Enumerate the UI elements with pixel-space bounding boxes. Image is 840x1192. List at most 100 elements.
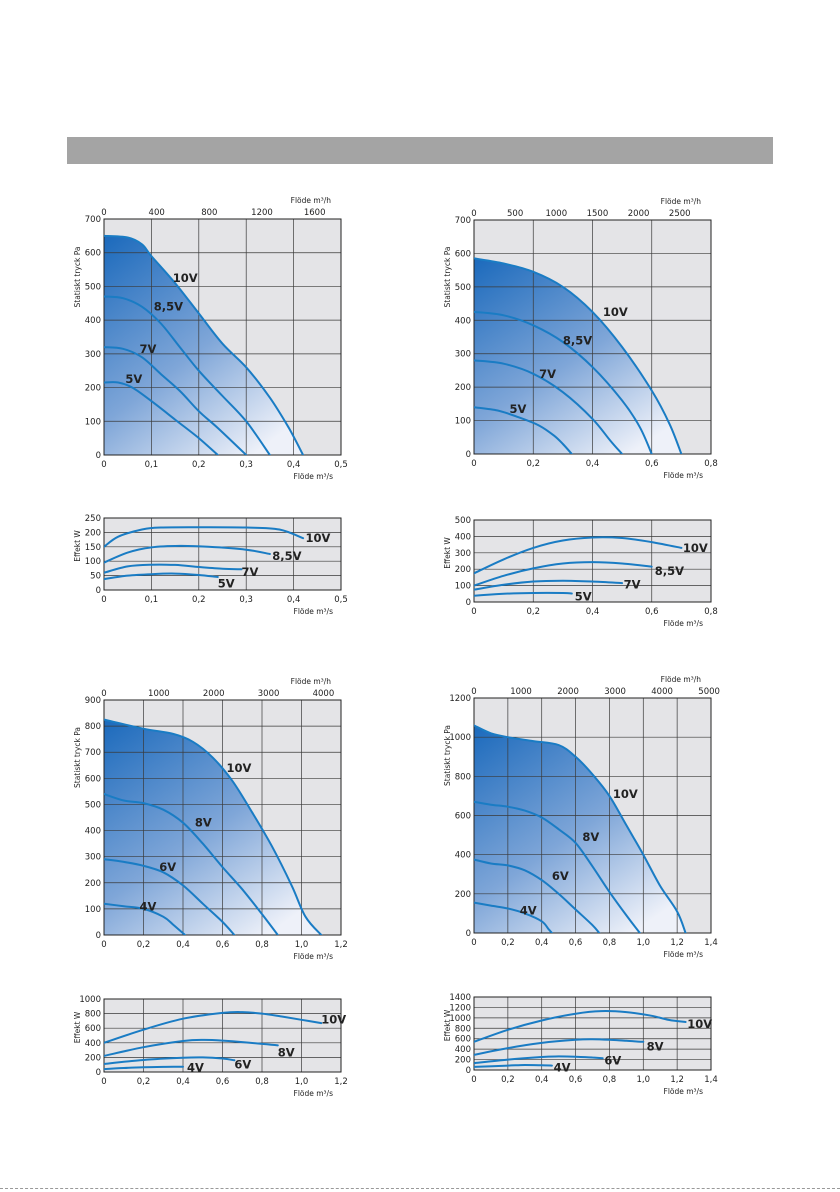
curve-6V xyxy=(474,1055,604,1065)
curve-label-10V: 10V xyxy=(173,271,198,285)
y-tick-label: 100 xyxy=(455,417,471,427)
curve-7V xyxy=(104,346,248,455)
top-tick-label: 2000 xyxy=(628,209,650,219)
top-tick-label: 1000 xyxy=(545,209,567,219)
y-tick-label: 700 xyxy=(85,215,101,225)
x-tick-label: 0,2 xyxy=(501,938,515,948)
top-tick-label: 1000 xyxy=(148,689,170,699)
x-tick-label: 0,5 xyxy=(334,460,348,470)
curve-label-4V: 4V xyxy=(520,903,537,917)
curve-10V xyxy=(474,257,683,454)
x-tick-label: 0,2 xyxy=(192,460,206,470)
y-tick-label: 800 xyxy=(85,722,101,732)
plot-frame xyxy=(103,998,342,1073)
curve-label-10V: 10V xyxy=(687,1017,712,1031)
y-tick-label: 400 xyxy=(85,316,101,326)
fan-1-pressure-chart: 10V 8,5V 7V 5V 0 0,1 0,2 0,3 0,4 0,5 0 100 200 300 400… xyxy=(73,196,348,481)
x-tick-label: 0,1 xyxy=(145,460,159,470)
x-tick-label: 0 xyxy=(471,1075,476,1085)
curve-5V xyxy=(104,381,219,455)
curve-label-4V: 4V xyxy=(554,1060,571,1074)
curve-label-8V: 8V xyxy=(582,830,599,844)
x-tick-label: 0,2 xyxy=(192,595,206,605)
y-axis-title: Statiskt tryck Pa xyxy=(73,247,82,308)
x-tick-label: 0,6 xyxy=(216,1077,230,1087)
curve-6V xyxy=(104,858,236,935)
x-tick-label: 1,0 xyxy=(295,940,309,950)
y-tick-label: 200 xyxy=(85,879,101,889)
y-tick-label: 500 xyxy=(455,516,471,526)
top-axis-title: Flöde m³/h xyxy=(291,677,332,686)
x-tick-label: 0 xyxy=(101,595,106,605)
y-tick-label: 700 xyxy=(455,216,471,226)
y-tick-label: 800 xyxy=(455,772,471,782)
plot-frame xyxy=(103,699,342,936)
curve-label-7V: 7V xyxy=(241,565,258,579)
top-axis-title: Flöde m³/h xyxy=(661,197,702,206)
y-tick-label: 400 xyxy=(455,316,471,326)
curve-label-7V: 7V xyxy=(140,342,157,356)
x-tick-label: 0,3 xyxy=(239,595,253,605)
x-tick-label: 0,8 xyxy=(255,1077,269,1087)
x-axis-title: Flöde m³/s xyxy=(664,950,704,959)
x-tick-label: 1,2 xyxy=(670,938,684,948)
top-tick-label: 500 xyxy=(507,209,523,219)
x-tick-label: 0,6 xyxy=(216,940,230,950)
y-tick-label: 700 xyxy=(85,748,101,758)
y-tick-label: 300 xyxy=(455,350,471,360)
curve-8-5V xyxy=(104,295,271,455)
y-axis-title: Statiskt tryck Pa xyxy=(443,725,452,786)
curve-5V xyxy=(474,406,573,454)
y-tick-label: 400 xyxy=(455,851,471,861)
curve-4V xyxy=(474,1063,553,1068)
x-axis-title: Flöde m³/s xyxy=(294,607,334,616)
x-tick-label: 0,2 xyxy=(137,940,151,950)
curve-label-4V: 4V xyxy=(140,899,157,913)
curve-label-4V: 4V xyxy=(187,1061,204,1075)
curve-label-10V: 10V xyxy=(226,761,251,775)
curve-8V xyxy=(474,1038,645,1056)
top-tick-label: 0 xyxy=(101,208,106,218)
top-tick-label: 4000 xyxy=(651,687,673,697)
y-axis-title: Effekt W xyxy=(443,1009,452,1041)
top-tick-label: 4000 xyxy=(313,689,335,699)
curve-10V xyxy=(474,1010,687,1043)
top-axis-title: Flöde m³/h xyxy=(661,675,702,684)
top-tick-label: 0 xyxy=(471,687,476,697)
x-tick-label: 0,2 xyxy=(137,1077,151,1087)
plot-frame xyxy=(473,697,712,934)
top-tick-label: 0 xyxy=(101,689,106,699)
x-tick-label: 0 xyxy=(471,459,476,469)
curve-10V xyxy=(104,1011,323,1044)
fan-2-power-chart: 10V 8,5V 7V 5V 0 0,2 0,4 0,6 0,8 0 100 200 300 400 500… xyxy=(443,516,718,628)
y-tick-label: 200 xyxy=(455,565,471,575)
top-axis-title: Flöde m³/h xyxy=(291,196,332,205)
top-tick-label: 800 xyxy=(201,208,217,218)
y-tick-label: 200 xyxy=(85,528,101,538)
operating-area-fill xyxy=(474,725,686,933)
curve-8-5V xyxy=(104,544,271,564)
x-axis-title: Flöde m³/s xyxy=(664,1087,704,1096)
top-tick-label: 2500 xyxy=(669,209,691,219)
top-tick-label: 1200 xyxy=(251,208,273,218)
y-tick-label: 1000 xyxy=(449,733,471,743)
y-tick-label: 0 xyxy=(466,929,471,939)
y-tick-label: 1000 xyxy=(79,995,101,1005)
x-tick-label: 1,2 xyxy=(334,1077,348,1087)
y-tick-label: 600 xyxy=(85,249,101,259)
operating-area-fill xyxy=(104,719,322,935)
curve-label-8-5V: 8,5V xyxy=(154,300,183,314)
curve-8V xyxy=(104,793,279,935)
x-tick-label: 0,8 xyxy=(603,938,617,948)
curve-label-6V: 6V xyxy=(604,1054,621,1068)
y-tick-label: 600 xyxy=(455,812,471,822)
fan-3-pressure-chart: 10V 8V 6V 4V 0 0,2 0,4 0,6 0,8 1,0 1,2 0 100 200 300 40… xyxy=(73,677,348,961)
curve-6V xyxy=(104,1056,236,1065)
x-tick-label: 0,4 xyxy=(586,459,600,469)
x-tick-label: 0,3 xyxy=(239,460,253,470)
y-tick-label: 900 xyxy=(85,696,101,706)
y-tick-label: 600 xyxy=(85,774,101,784)
fan-4-pressure-chart: 10V 8V 6V 4V 0 0,2 0,4 0,6 0,8 1,0 1,2 1,4 0 200 400 60… xyxy=(443,675,720,959)
curve-label-7V: 7V xyxy=(624,577,641,591)
y-tick-label: 100 xyxy=(455,582,471,592)
